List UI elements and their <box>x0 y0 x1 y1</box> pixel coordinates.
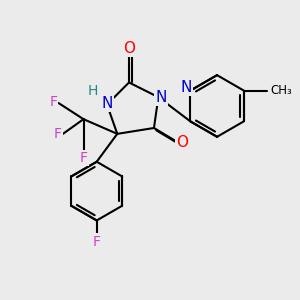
Text: CH₃: CH₃ <box>271 84 292 97</box>
Text: F: F <box>54 127 62 141</box>
Text: H: H <box>87 84 98 98</box>
Text: F: F <box>49 94 57 109</box>
Text: N: N <box>156 90 167 105</box>
Text: N: N <box>180 80 192 95</box>
Text: O: O <box>123 41 135 56</box>
Text: F: F <box>80 151 88 165</box>
Text: F: F <box>93 235 101 249</box>
Text: N: N <box>101 95 113 110</box>
Text: O: O <box>176 135 188 150</box>
